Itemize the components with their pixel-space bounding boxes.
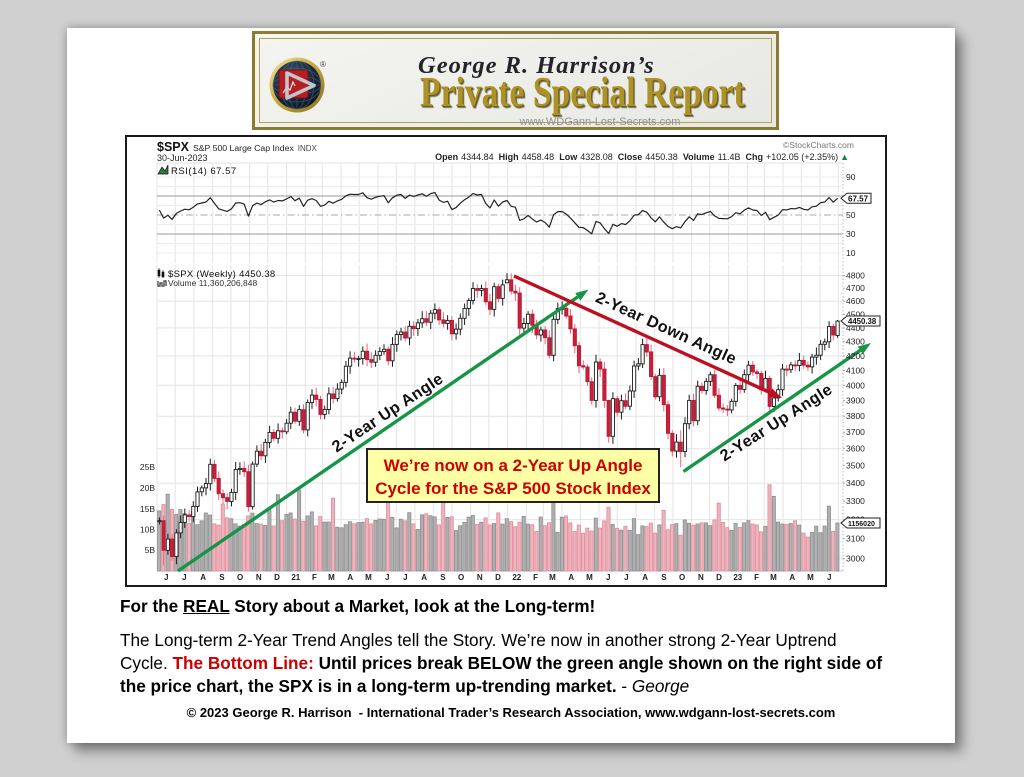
svg-text:A: A (789, 573, 795, 582)
svg-text:O: O (679, 573, 685, 582)
svg-text:23: 23 (733, 573, 742, 582)
svg-text:O: O (237, 573, 243, 582)
svg-text:3700: 3700 (846, 427, 865, 437)
svg-text:M: M (770, 573, 777, 582)
svg-text:We’re now on a 2-Year Up Angle: We’re now on a 2-Year Up Angle (384, 456, 643, 475)
svg-text:21: 21 (291, 573, 300, 582)
svg-text:F: F (754, 573, 759, 582)
svg-text:3400: 3400 (846, 478, 865, 488)
svg-text:J: J (385, 573, 389, 582)
svg-text:3600: 3600 (846, 444, 865, 454)
svg-text:A: A (200, 573, 206, 582)
svg-text:D: D (495, 573, 501, 582)
svg-text:J: J (164, 573, 168, 582)
svg-text:4300: 4300 (846, 337, 865, 347)
svg-text:A: A (642, 573, 648, 582)
svg-text:M: M (807, 573, 814, 582)
svg-text:3300: 3300 (846, 496, 865, 506)
svg-text:3100: 3100 (846, 534, 865, 544)
svg-text:4700: 4700 (846, 283, 865, 293)
svg-text:3800: 3800 (846, 411, 865, 421)
svg-text:4100: 4100 (846, 365, 865, 375)
svg-text:22: 22 (512, 573, 521, 582)
svg-text:A: A (347, 573, 353, 582)
svg-text:30: 30 (846, 229, 856, 239)
svg-text:90: 90 (846, 172, 856, 182)
svg-text:O: O (458, 573, 464, 582)
svg-text:N: N (477, 573, 483, 582)
svg-text:1156020: 1156020 (848, 521, 875, 528)
svg-text:J: J (827, 573, 831, 582)
svg-text:4400: 4400 (846, 323, 865, 333)
svg-text:67.57: 67.57 (848, 194, 869, 203)
svg-text:M: M (586, 573, 593, 582)
svg-text:4600: 4600 (846, 296, 865, 306)
svg-text:50: 50 (846, 210, 856, 220)
svg-text:3000: 3000 (846, 554, 865, 564)
svg-text:N: N (698, 573, 704, 582)
svg-text:D: D (716, 573, 722, 582)
svg-text:A: A (421, 573, 427, 582)
svg-text:20B: 20B (140, 483, 155, 493)
svg-text:M: M (549, 573, 556, 582)
svg-text:RSI(14) 67.57: RSI(14) 67.57 (171, 166, 237, 177)
svg-text:A: A (568, 573, 574, 582)
svg-text:F: F (533, 573, 538, 582)
svg-text:3900: 3900 (846, 396, 865, 406)
svg-text:Volume 11,360,206,848: Volume 11,360,206,848 (168, 278, 257, 288)
svg-text:25B: 25B (140, 462, 155, 472)
svg-text:30-Jun-2023: 30-Jun-2023 (157, 153, 208, 163)
svg-text:F: F (312, 573, 317, 582)
svg-text:4000: 4000 (846, 380, 865, 390)
svg-text:S: S (219, 573, 225, 582)
svg-text:10B: 10B (140, 525, 155, 535)
svg-text:J: J (606, 573, 610, 582)
svg-text:15B: 15B (140, 504, 155, 514)
svg-text:©StockCharts.com: ©StockCharts.com (783, 140, 854, 150)
svg-text:4800: 4800 (846, 271, 865, 281)
svg-text:4200: 4200 (846, 351, 865, 361)
svg-text:J: J (624, 573, 628, 582)
svg-text:S: S (661, 573, 667, 582)
svg-text:4450.38: 4450.38 (848, 317, 877, 326)
svg-text:N: N (256, 573, 262, 582)
svg-text:5B: 5B (145, 545, 156, 555)
svg-text:Cycle for the S&P 500 Stock In: Cycle for the S&P 500 Stock Index (375, 479, 651, 498)
svg-text:S: S (440, 573, 446, 582)
svg-text:10: 10 (846, 248, 856, 258)
svg-text:J: J (182, 573, 186, 582)
svg-text:D: D (274, 573, 280, 582)
svg-text:$SPX (Weekly) 4450.38: $SPX (Weekly) 4450.38 (168, 269, 276, 280)
svg-text:M: M (328, 573, 335, 582)
svg-text:3500: 3500 (846, 461, 865, 471)
svg-text:4500: 4500 (846, 309, 865, 319)
svg-text:J: J (403, 573, 407, 582)
svg-text:®: ® (320, 60, 326, 69)
svg-text:M: M (365, 573, 372, 582)
